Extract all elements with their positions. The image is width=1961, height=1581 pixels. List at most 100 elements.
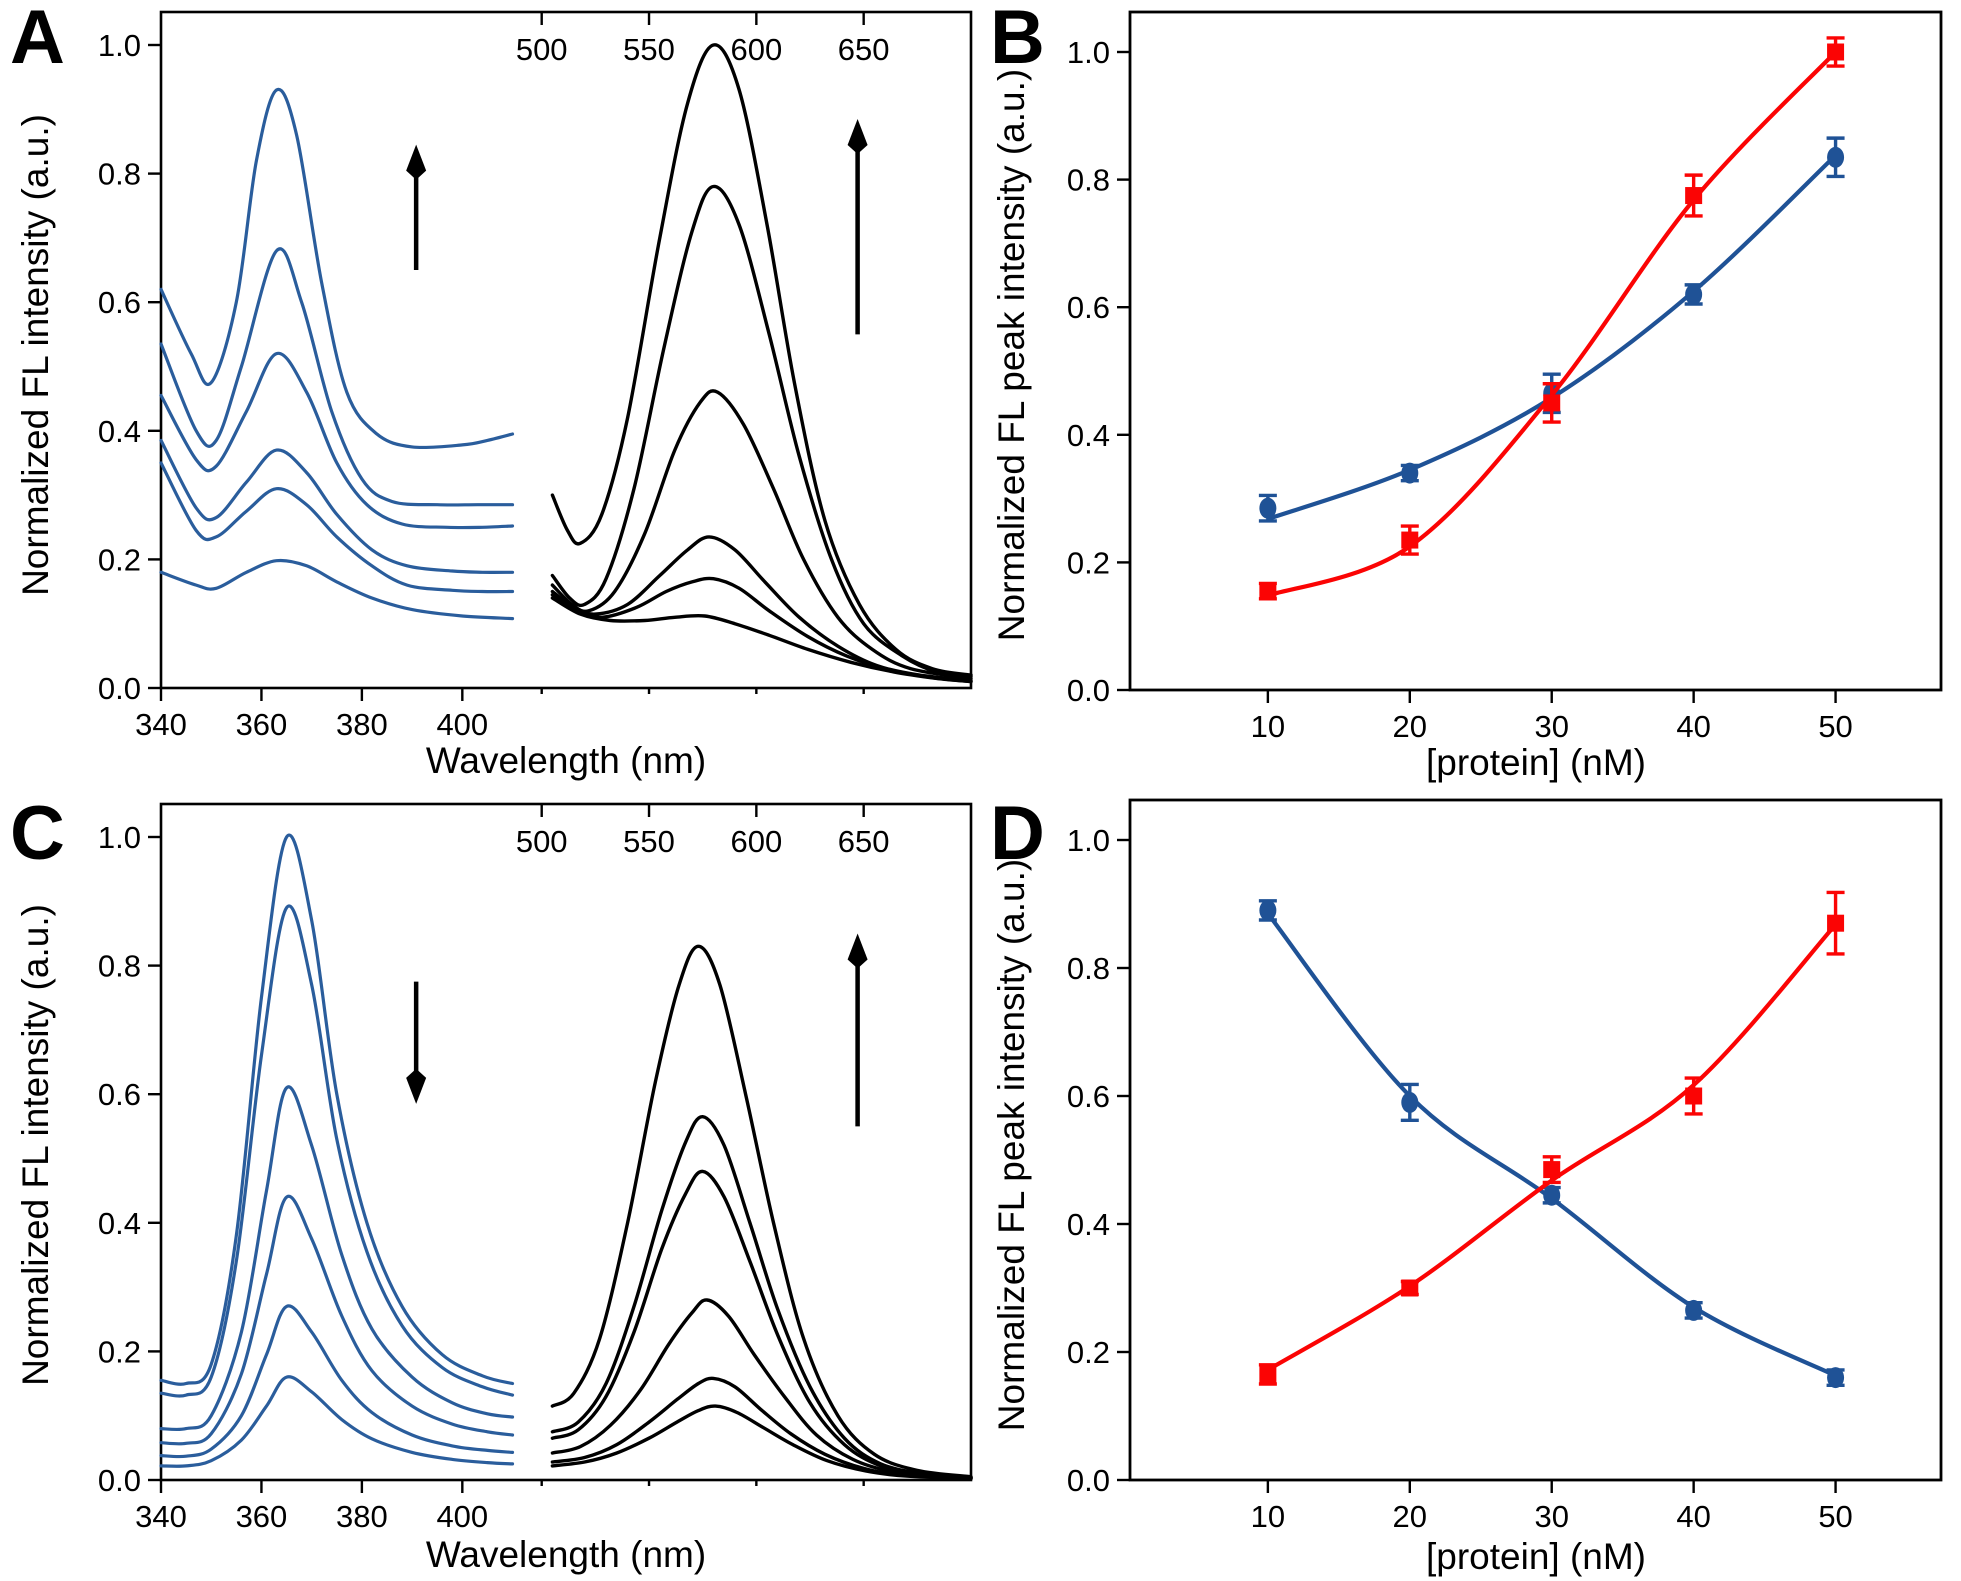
blue-spectrum-curve [159, 87, 515, 450]
blue-spectrum-curve [159, 1085, 515, 1432]
x-tick-label: 400 [436, 1499, 488, 1534]
panel-b-letter: B [990, 0, 1045, 80]
data-point-marker [1401, 462, 1419, 484]
black-spectrum-curve [550, 1376, 973, 1480]
x-tick-label: 340 [135, 707, 187, 742]
fit-line [1266, 912, 1837, 1378]
blue-spectrum-curve [159, 461, 515, 594]
top-x-tick-label: 600 [730, 824, 782, 859]
top-x-tick-label: 650 [838, 32, 890, 67]
blue-circles-series [1258, 899, 1845, 1389]
plot-frame-group [1128, 10, 1943, 692]
panel-b-plot: 0.0 0.2 0.4 0.6 0.8 1.0 10 20 30 40 50 [1067, 10, 1943, 744]
axis-ticks [148, 804, 865, 1493]
data-point-marker [1401, 531, 1419, 549]
x-tick-label: 380 [336, 1499, 388, 1534]
top-x-tick-label: 650 [838, 824, 890, 859]
data-point-marker [1543, 1161, 1561, 1179]
y-tick-label: 0.4 [1067, 1207, 1110, 1242]
y-tick-label: 0.6 [1067, 1079, 1110, 1114]
x-tick-label: 380 [336, 707, 388, 742]
x-tick-label: 10 [1251, 1499, 1285, 1534]
black-spectrum-curve [550, 1298, 973, 1480]
y-tick-label: 0.4 [98, 1206, 141, 1241]
data-point-marker [1401, 1279, 1419, 1297]
panel-a-plot: 0.0 0.2 0.4 0.6 0.8 1.0 340 360 380 400 500 550 600 6… [98, 10, 973, 742]
top-x-tick-label: 500 [516, 32, 568, 67]
x-tick-label: 50 [1818, 1499, 1852, 1534]
data-point-marker [1827, 914, 1845, 932]
panel-c: C Normalized FL intensity (a.u.) Wavelen… [0, 790, 980, 1581]
black-spectrum-curve [550, 1115, 973, 1480]
y-tick-label: 0.6 [1067, 290, 1110, 325]
y-tick-label: 0.8 [1067, 951, 1110, 986]
blue-spectrum-curve [159, 247, 515, 507]
y-tick-label: 0.8 [98, 949, 141, 984]
plot-frame [159, 802, 973, 1482]
spectra-curves [159, 833, 973, 1481]
data-point-marker [1685, 1299, 1703, 1321]
axis-tick-labels: 0.0 0.2 0.4 0.6 0.8 1.0 340 360 380 400 500 550 600 6… [98, 28, 890, 742]
data-point-marker [1401, 1091, 1419, 1113]
y-tick-label: 0.2 [1067, 1335, 1110, 1370]
panel-a-x-axis-title: Wavelength (nm) [425, 740, 707, 781]
x-tick-label: 340 [135, 1499, 187, 1534]
panel-c-y-axis-title: Normalized FL intensity (a.u.) [15, 904, 56, 1386]
data-point-marker [1827, 1367, 1845, 1389]
blue-circles-series [1258, 136, 1845, 523]
panel-b-y-axis-title: Normalized FL peak intensity (a.u.) [991, 68, 1032, 642]
black-spectrum-curve [550, 184, 973, 679]
panel-d-letter: D [990, 791, 1045, 876]
y-tick-label: 0.8 [98, 157, 141, 192]
panel-d-y-axis-title: Normalized FL peak intensity (a.u.) [991, 858, 1032, 1432]
blue-spectrum-curve [159, 904, 515, 1398]
black-spectrum-curve [550, 944, 973, 1479]
blue-spectrum-curve [159, 1304, 515, 1459]
up-arrow-icon [847, 118, 868, 335]
x-tick-label: 50 [1818, 709, 1852, 744]
black-spectrum-curve [550, 1169, 973, 1480]
blue-spectrum-curve [159, 438, 515, 574]
y-tick-label: 0.4 [1067, 418, 1110, 453]
y-tick-label: 0.2 [98, 542, 141, 577]
axis-tick-labels: 0.0 0.2 0.4 0.6 0.8 1.0 10 20 30 40 50 [1067, 823, 1853, 1534]
y-tick-label: 0.6 [98, 285, 141, 320]
arrow-head [406, 144, 427, 180]
panel-a: A Normalized FL intensity (a.u.) Wavelen… [0, 0, 980, 790]
panel-a-letter: A [10, 0, 65, 80]
fit-line [1267, 153, 1838, 521]
x-tick-label: 360 [236, 707, 288, 742]
fit-line [1266, 923, 1838, 1372]
blue-spectrum-curve [159, 1375, 515, 1468]
y-tick-label: 0.4 [98, 414, 141, 449]
panel-b: B Normalized FL peak intensity (a.u.) [p… [980, 0, 1961, 790]
arrow-head [847, 118, 868, 155]
y-tick-label: 0.0 [98, 671, 141, 706]
data-point-marker [1827, 146, 1845, 168]
data-point-marker [1543, 1184, 1561, 1206]
up-arrow-icon [406, 144, 427, 271]
arrow-head [406, 1068, 427, 1104]
data-point-marker [1827, 43, 1845, 61]
blue-spectrum-curve [159, 351, 515, 530]
panel-d-x-axis-title: [protein] (nM) [1425, 1536, 1647, 1577]
data-point-marker [1259, 899, 1277, 921]
y-tick-label: 1.0 [98, 820, 141, 855]
red-squares-series [1258, 36, 1845, 601]
x-tick-label: 400 [436, 707, 488, 742]
data-point-marker [1259, 582, 1277, 600]
axis-ticks [148, 12, 865, 701]
y-tick-label: 1.0 [98, 28, 141, 63]
top-x-tick-label: 500 [516, 824, 568, 859]
arrow-head [847, 933, 868, 969]
down-arrow-icon [406, 981, 427, 1104]
y-tick-label: 0.2 [1067, 545, 1110, 580]
plot-frame-group [1128, 798, 1943, 1482]
x-tick-label: 40 [1676, 709, 1710, 744]
x-tick-label: 20 [1393, 1499, 1427, 1534]
x-tick-label: 30 [1534, 709, 1568, 744]
axis-tick-labels: 0.0 0.2 0.4 0.6 0.8 1.0 340 360 380 400 500 550 600 6… [98, 820, 890, 1534]
y-tick-label: 0.0 [1067, 673, 1110, 708]
black-spectrum-curve [550, 43, 973, 677]
